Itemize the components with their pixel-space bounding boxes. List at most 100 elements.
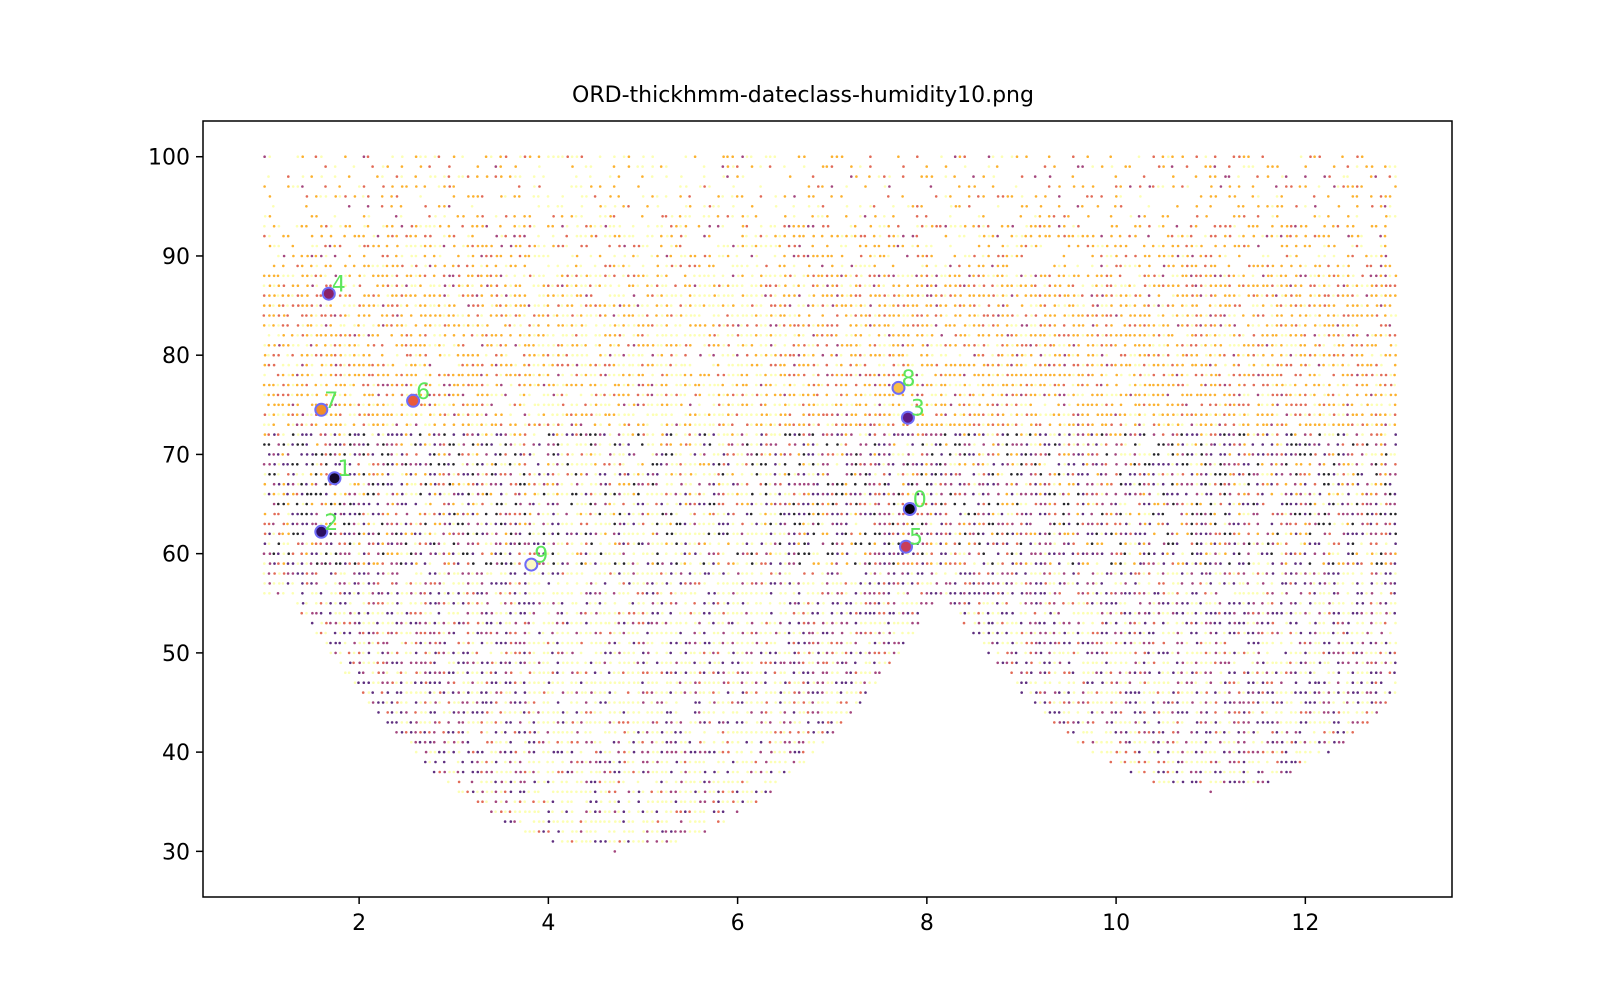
observation-point <box>272 423 276 427</box>
observation-point <box>344 294 347 297</box>
observation-point <box>443 205 446 208</box>
observation-point <box>661 611 664 615</box>
observation-point <box>344 492 347 496</box>
observation-point <box>519 790 522 794</box>
observation-point <box>622 324 625 327</box>
observation-point <box>608 701 611 704</box>
observation-point <box>437 611 441 615</box>
observation-point <box>349 602 352 605</box>
observation-point <box>381 264 385 268</box>
observation-point <box>736 701 740 704</box>
observation-point <box>552 592 555 595</box>
observation-point <box>457 711 460 714</box>
observation-point <box>675 423 678 427</box>
observation-point <box>561 572 565 575</box>
observation-point <box>485 373 489 377</box>
observation-point <box>731 324 735 327</box>
observation-point <box>433 671 437 674</box>
observation-point <box>584 165 588 168</box>
observation-point <box>537 731 540 734</box>
observation-point <box>282 234 285 238</box>
observation-point <box>716 453 720 456</box>
observation-point <box>281 324 285 327</box>
observation-point <box>494 810 497 813</box>
observation-point <box>560 453 564 456</box>
observation-point <box>466 701 469 704</box>
observation-point <box>708 482 711 486</box>
observation-point <box>542 284 546 288</box>
observation-point <box>684 205 688 208</box>
observation-point <box>708 512 712 516</box>
observation-point <box>353 611 357 615</box>
observation-point <box>277 492 280 496</box>
observation-point <box>575 840 578 843</box>
observation-point <box>556 482 559 486</box>
observation-point <box>622 671 625 674</box>
observation-point <box>419 701 423 704</box>
observation-point <box>589 840 592 843</box>
observation-point <box>547 403 550 407</box>
observation-point <box>632 254 635 258</box>
observation-point <box>343 522 346 526</box>
observation-point <box>382 641 385 645</box>
observation-point <box>736 244 740 248</box>
observation-point <box>642 552 645 555</box>
observation-point <box>669 592 673 595</box>
observation-point <box>655 324 659 327</box>
observation-point <box>395 572 399 575</box>
observation-point <box>329 423 333 427</box>
observation-point <box>599 403 603 407</box>
observation-point <box>537 304 540 307</box>
observation-point <box>628 641 631 645</box>
observation-point <box>741 691 745 694</box>
observation-point <box>689 582 692 585</box>
observation-point <box>566 770 570 774</box>
observation-point <box>702 502 706 506</box>
observation-point <box>560 492 564 496</box>
observation-point <box>580 215 583 218</box>
observation-point <box>334 383 338 387</box>
observation-point <box>664 413 668 417</box>
observation-point <box>565 810 568 813</box>
observation-point <box>731 770 735 774</box>
observation-point <box>324 423 328 427</box>
observation-point <box>424 681 428 684</box>
observation-point <box>433 224 436 228</box>
observation-point <box>376 413 379 417</box>
observation-point <box>679 631 682 635</box>
observation-point <box>542 473 546 476</box>
observation-point <box>680 482 683 486</box>
observation-point <box>385 443 389 446</box>
observation-point <box>627 532 631 536</box>
observation-point <box>655 304 659 307</box>
observation-point <box>509 532 513 536</box>
observation-point <box>442 244 446 248</box>
observation-point <box>448 403 451 407</box>
observation-point <box>282 274 285 278</box>
observation-point <box>505 651 508 655</box>
observation-point <box>452 542 456 545</box>
observation-point <box>419 492 422 496</box>
observation-point <box>740 502 744 506</box>
observation-point <box>716 631 720 635</box>
observation-point <box>646 750 650 754</box>
observation-point <box>343 304 346 307</box>
observation-point <box>622 810 626 813</box>
observation-point <box>514 165 517 168</box>
observation-point <box>400 621 403 625</box>
observation-point <box>674 453 678 456</box>
observation-point <box>404 463 408 466</box>
observation-point <box>717 433 720 436</box>
observation-point <box>434 314 437 317</box>
observation-point <box>495 353 498 357</box>
observation-point <box>741 800 744 803</box>
observation-point <box>547 611 551 615</box>
observation-point <box>731 691 735 694</box>
observation-point <box>471 443 475 446</box>
observation-point <box>518 820 522 823</box>
observation-point <box>490 334 494 337</box>
observation-point <box>618 244 621 248</box>
observation-point <box>400 413 404 417</box>
observation-point <box>717 482 721 486</box>
observation-point <box>391 224 394 228</box>
